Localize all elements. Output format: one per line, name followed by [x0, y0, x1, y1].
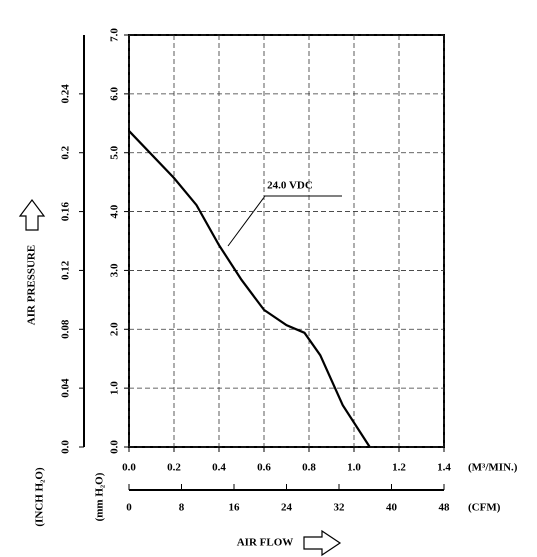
y-tick-label: 4.0 — [109, 204, 121, 218]
annotation: 24.0 VDC — [267, 180, 313, 192]
y2-tick-label: 0.0 — [60, 440, 72, 454]
x-arrow — [303, 529, 342, 557]
y2-tick-label: 0.16 — [60, 201, 72, 221]
y-tick-label: 2.0 — [109, 322, 121, 336]
y2-tick-label: 0.04 — [60, 378, 72, 398]
y2-unit: (INCH H₂O) — [34, 467, 46, 527]
y2-tick-label: 0.24 — [60, 84, 72, 104]
y2-tick-label: 0.08 — [60, 319, 72, 339]
x2-tick-label: 8 — [179, 502, 185, 514]
x2-tick-label: 40 — [386, 502, 398, 514]
y-tick-label: 1.0 — [109, 381, 121, 395]
x-tick-label: 1.2 — [392, 462, 406, 474]
x2-tick-label: 0 — [126, 502, 132, 514]
y2-tick-label: 0.12 — [60, 260, 72, 280]
x-tick-label: 0.2 — [167, 462, 181, 474]
x-tick-label: 0.8 — [302, 462, 316, 474]
curve — [128, 130, 371, 448]
x-label: AIR FLOW — [237, 537, 294, 549]
plot-frame — [128, 34, 445, 448]
x-tick-label: 1.4 — [437, 462, 451, 474]
x-tick-label: 0.0 — [122, 462, 136, 474]
x-tick-label: 0.4 — [212, 462, 226, 474]
x-tick-label: 0.6 — [257, 462, 271, 474]
x-tick-label: 1.0 — [347, 462, 361, 474]
x2-tick-label: 16 — [229, 502, 241, 514]
y-unit: (mm H₂O) — [94, 472, 106, 521]
x2-tick-label: 48 — [439, 502, 451, 514]
annotation-leader — [227, 195, 342, 247]
x2-tick-label: 24 — [281, 502, 293, 514]
y-tick-label: 5.0 — [109, 145, 121, 159]
y-tick-label: 0.0 — [109, 440, 121, 454]
x2-unit: (CFM) — [468, 502, 501, 514]
y-tick-label: 6.0 — [109, 86, 121, 100]
y2-tick-label: 0.2 — [60, 145, 72, 159]
y-tick-label: 3.0 — [109, 263, 121, 277]
y-arrow — [18, 199, 46, 231]
y-tick-label: 7.0 — [109, 28, 121, 42]
x2-tick-label: 32 — [334, 502, 346, 514]
x-unit: (M³/MIN.) — [468, 462, 518, 474]
y-label: AIR PRESSURE — [26, 245, 38, 325]
